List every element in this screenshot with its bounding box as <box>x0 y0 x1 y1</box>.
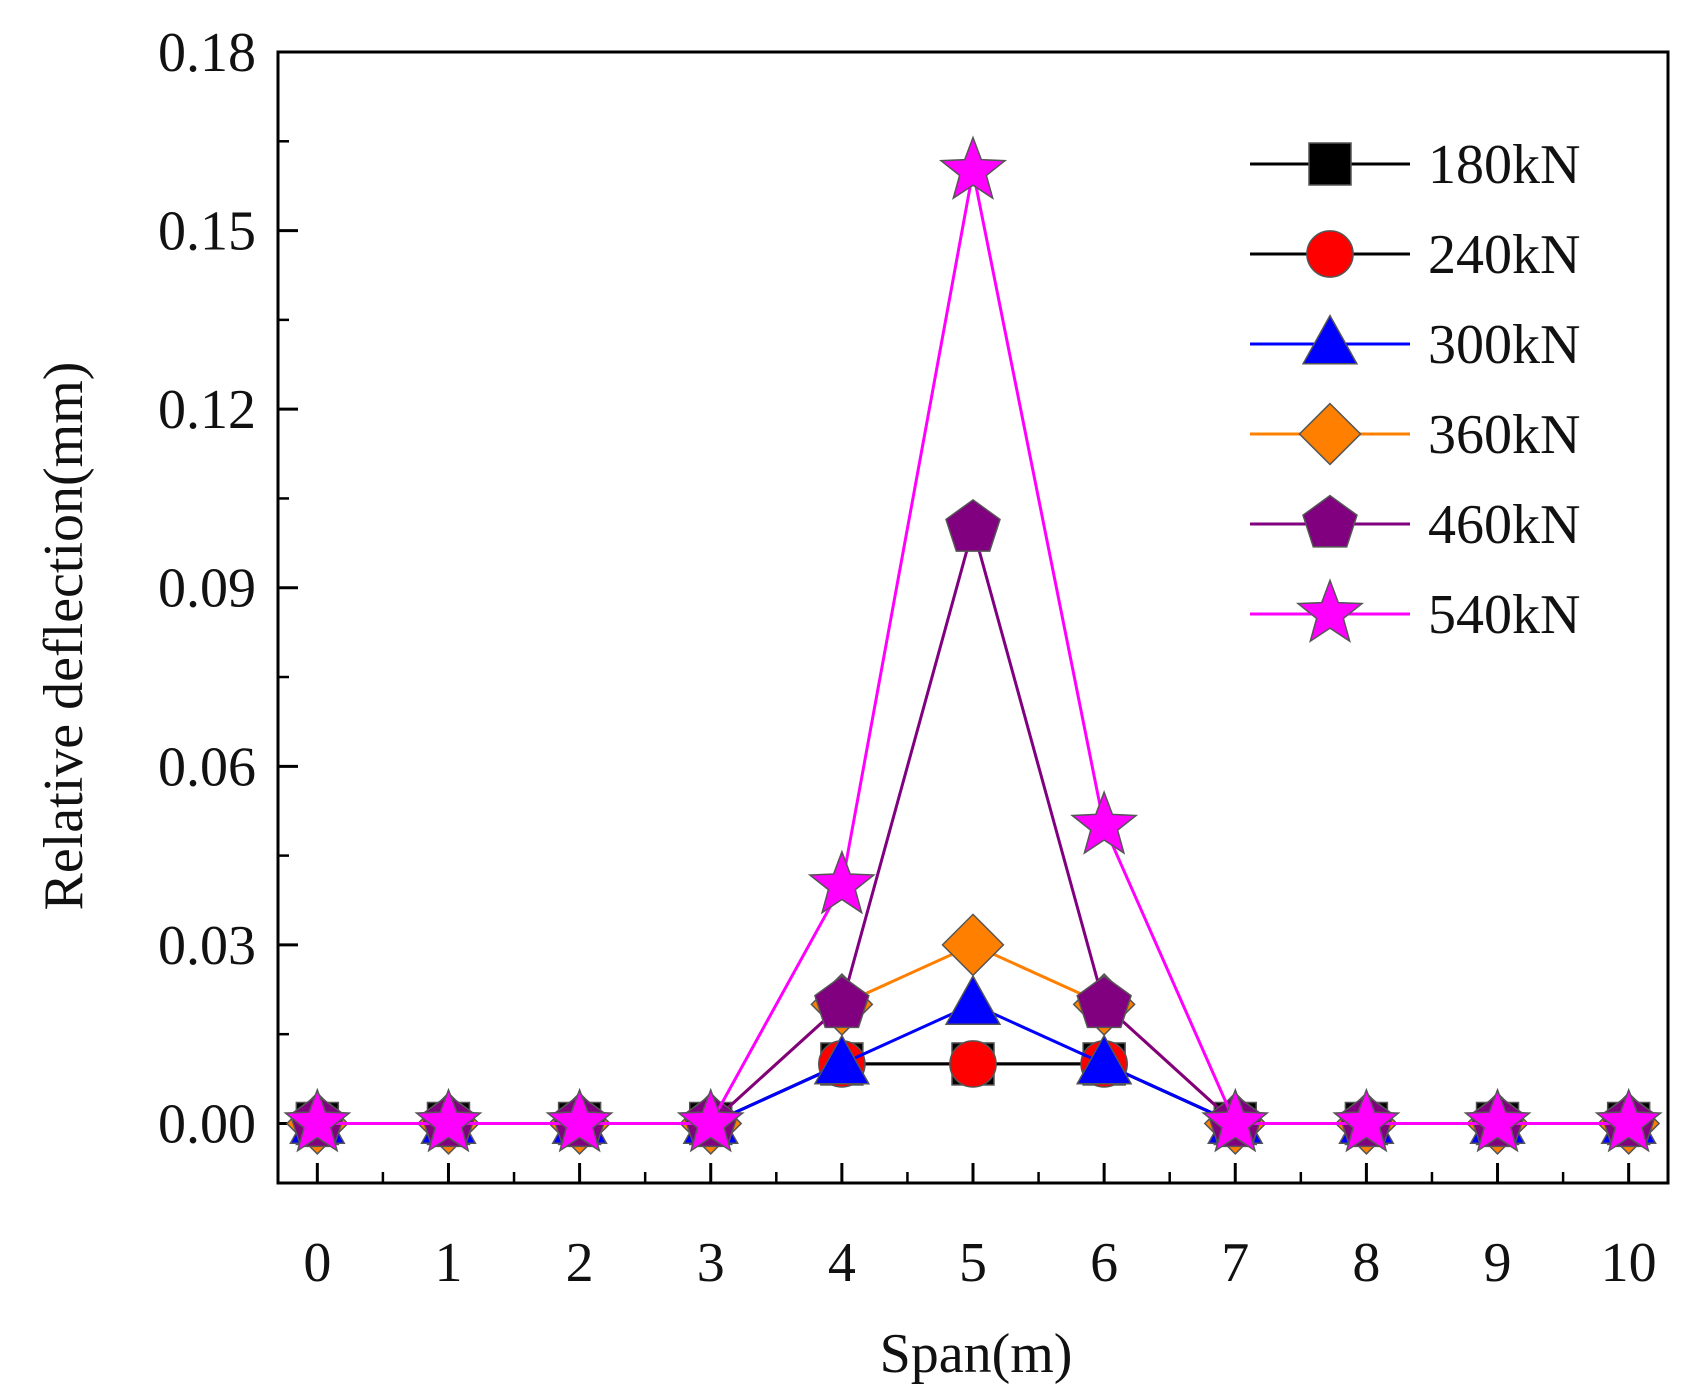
x-tick-label: 8 <box>1352 1232 1380 1294</box>
series-300kN-point <box>813 1034 871 1085</box>
x-tick-label: 4 <box>828 1232 856 1294</box>
x-tick-label: 0 <box>303 1232 331 1294</box>
x-tick-label: 9 <box>1484 1232 1512 1294</box>
legend-marker <box>1308 142 1352 186</box>
y-tick-label: 0.06 <box>158 736 256 798</box>
series-540kN-point <box>414 1087 483 1153</box>
legend-label: 300kN <box>1428 314 1580 376</box>
series-460kN-point <box>814 975 870 1029</box>
series-240kN-point <box>949 1040 997 1088</box>
legend-label: 460kN <box>1428 494 1580 556</box>
legend-marker <box>1295 578 1365 643</box>
x-tick-label: 2 <box>566 1232 594 1294</box>
series-360kN-group <box>285 913 1661 1155</box>
legend: 180kN 240kN 300kN 360kN 460kN 540kN <box>1250 134 1580 646</box>
series-540kN-point <box>1594 1087 1663 1153</box>
legend-marker <box>1298 402 1362 466</box>
y-tick-label: 0.00 <box>158 1093 256 1155</box>
series-540kN-point <box>676 1087 745 1153</box>
x-tick-label: 10 <box>1601 1232 1657 1294</box>
series-540kN-point <box>1463 1087 1532 1153</box>
y-tick-label: 0.12 <box>158 379 256 441</box>
x-tick-label: 7 <box>1221 1232 1249 1294</box>
y-tick-label: 0.09 <box>158 558 256 620</box>
legend-marker <box>1302 494 1358 548</box>
legend-marker <box>1301 314 1359 365</box>
x-tick-label: 5 <box>959 1232 987 1294</box>
x-axis-title: Span(m) <box>880 1323 1073 1385</box>
legend-label: 180kN <box>1428 134 1580 196</box>
series-460kN-point <box>1076 975 1132 1029</box>
series-540kN-point <box>807 849 876 915</box>
series-540kN-point <box>1201 1087 1270 1153</box>
legend-marker <box>1306 230 1354 278</box>
series-360kN-point <box>941 913 1005 977</box>
legend-label: 360kN <box>1428 404 1580 466</box>
series-540kN-point <box>1070 790 1139 855</box>
series-540kN-point <box>1332 1087 1401 1153</box>
plot-layer: 0.00 0.03 0.06 0.09 0.12 0.15 0.18 0 1 2 3 4 5 6 7 8 9 10… <box>158 22 1670 1294</box>
legend-label: 540kN <box>1428 584 1580 646</box>
series-540kN-group <box>283 135 1663 1153</box>
y-axis-title: Relative deflection(mm) <box>33 362 95 911</box>
x-tick-label: 6 <box>1090 1232 1118 1294</box>
x-tick-label: 1 <box>434 1232 462 1294</box>
series-540kN-point <box>283 1087 352 1153</box>
series-540kN-point <box>938 135 1008 200</box>
series-240kN-group <box>293 1040 1653 1148</box>
y-tick-label: 0.18 <box>158 22 256 84</box>
y-tick-label: 0.03 <box>158 915 256 977</box>
series-300kN-point <box>1075 1034 1133 1085</box>
series-460kN-point <box>945 498 1001 552</box>
x-tick-label: 3 <box>697 1232 725 1294</box>
series-300kN-point <box>944 974 1002 1026</box>
legend-label: 240kN <box>1428 224 1580 286</box>
series-540kN-point <box>545 1087 614 1153</box>
y-tick-label: 0.15 <box>158 201 256 263</box>
